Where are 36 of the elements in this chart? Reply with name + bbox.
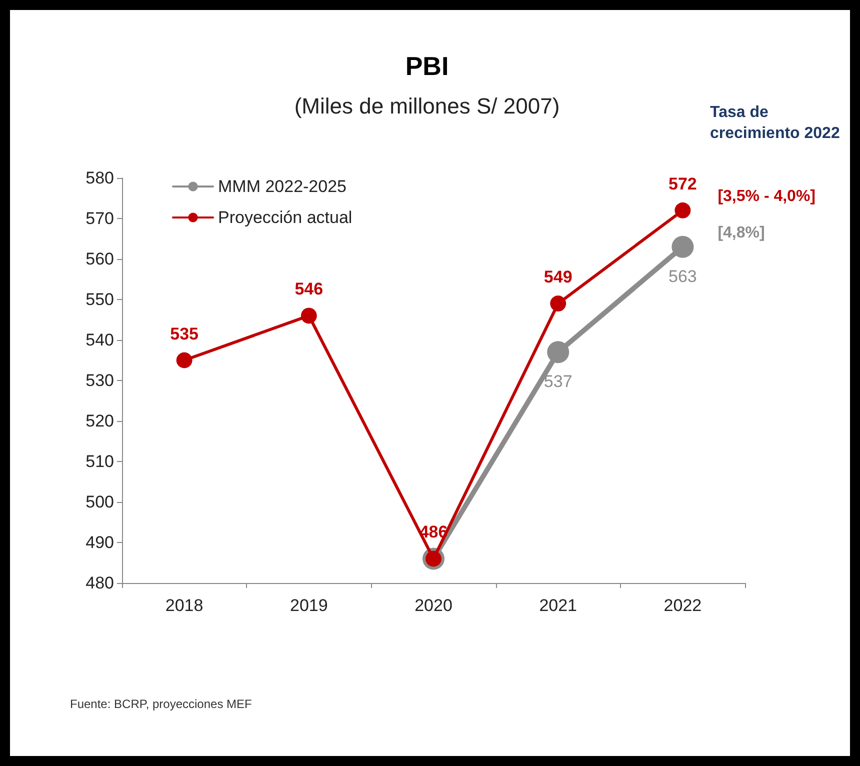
y-tick-label: 530 <box>86 371 114 390</box>
point <box>300 308 317 324</box>
legend-label: MMM 2022-2025 <box>218 177 347 196</box>
y-tick-label: 550 <box>86 290 114 309</box>
y-tick-label: 500 <box>86 492 114 512</box>
y-tick-label: 580 <box>86 168 114 188</box>
y-tick-label: 510 <box>86 452 114 471</box>
data-label: 546 <box>294 280 324 299</box>
point <box>176 352 192 368</box>
x-tick-label: 2019 <box>290 596 328 615</box>
annotation: [4,8%] <box>718 224 765 242</box>
y-tick-label: 560 <box>86 250 114 268</box>
chart-title: PBI <box>405 51 449 81</box>
x-tick-label: 2018 <box>165 596 204 615</box>
point <box>550 296 566 312</box>
y-tick-label: 540 <box>86 330 114 350</box>
source-note: Fuente: BCRP, proyecciones MEF <box>70 697 252 711</box>
y-tick-label: 490 <box>86 533 114 552</box>
data-label: 563 <box>668 266 697 286</box>
point <box>547 341 570 364</box>
y-tick-label: 480 <box>86 574 114 592</box>
data-label: 549 <box>544 268 572 287</box>
x-tick-label: 2020 <box>414 596 452 615</box>
y-tick-label: 520 <box>86 412 114 430</box>
chart-subtitle: (Miles de millones S/ 2007) <box>294 94 560 118</box>
annotation: [3,5% - 4,0%] <box>718 188 816 205</box>
y-tick-label: 570 <box>86 209 114 228</box>
point <box>674 202 691 218</box>
x-tick-label: 2021 <box>539 596 578 615</box>
data-label: 537 <box>544 372 572 392</box>
data-label: 535 <box>170 324 198 344</box>
data-label: 572 <box>668 174 697 194</box>
text: Tasa de crecimiento 2022 <box>710 104 840 142</box>
point <box>672 236 694 258</box>
x-tick-label: 2022 <box>664 596 702 615</box>
legend-label: Proyección actual <box>218 208 352 227</box>
